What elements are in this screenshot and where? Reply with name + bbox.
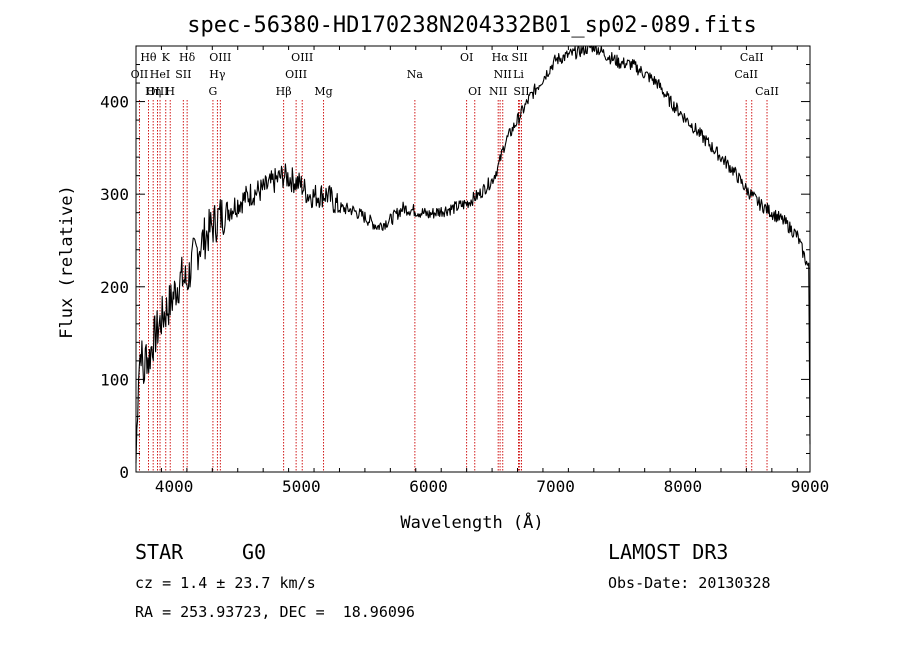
spectral-line-label: Hδ bbox=[179, 51, 196, 64]
spectral-line-label: OI bbox=[468, 85, 481, 98]
spectral-line-label: NII bbox=[489, 85, 507, 98]
y-axis-tick-label: 400 bbox=[100, 93, 129, 112]
y-axis-tick-label: 100 bbox=[100, 370, 129, 389]
spectral-line-label: SII bbox=[513, 85, 529, 98]
spectral-line-label: Hη bbox=[145, 85, 161, 98]
spectral-line-label: G bbox=[209, 85, 218, 98]
object-subclass: G0 bbox=[242, 540, 267, 564]
spectral-line-label: Hα bbox=[492, 51, 510, 64]
x-axis-tick-label: 4000 bbox=[155, 477, 194, 496]
redshift-value: cz = 1.4 ± 23.7 km/s bbox=[135, 574, 316, 592]
x-axis-tick-label: 8000 bbox=[664, 477, 703, 496]
x-axis-tick-label: 9000 bbox=[791, 477, 830, 496]
spectral-line-label: Hθ bbox=[140, 51, 157, 64]
spectrum-series bbox=[135, 45, 811, 464]
spectral-line-label: OIII bbox=[285, 68, 307, 81]
survey-name: LAMOST DR3 bbox=[608, 540, 729, 564]
x-axis-tick-label: 7000 bbox=[536, 477, 575, 496]
spectral-line-label: CaII bbox=[740, 51, 764, 64]
spectral-line-label: CaII bbox=[755, 85, 779, 98]
x-axis-tick-label: 6000 bbox=[409, 477, 448, 496]
spectral-line-label: Hγ bbox=[209, 68, 226, 81]
spectral-line-label: Mg bbox=[314, 85, 332, 98]
y-axis-tick-label: 300 bbox=[100, 185, 129, 204]
spectral-line-label: SII bbox=[175, 68, 191, 81]
plot-frame bbox=[135, 45, 811, 473]
chart-title: spec-56380-HD170238N204332B01_sp02-089.f… bbox=[187, 13, 757, 38]
spectral-line-label: OIII bbox=[291, 51, 313, 64]
spectral-line-label: Hβ bbox=[276, 85, 292, 98]
spectral-line-label: H bbox=[165, 85, 175, 98]
object-class: STAR bbox=[135, 540, 184, 564]
spectral-line-label: OIII bbox=[209, 51, 231, 64]
spectral-line-label: Na bbox=[407, 68, 424, 81]
spectral-line-label: OI bbox=[460, 51, 473, 64]
y-axis-tick-label: 0 bbox=[119, 463, 129, 482]
x-axis-tick-label: 5000 bbox=[282, 477, 321, 496]
spectral-line-label: NII bbox=[494, 68, 512, 81]
x-axis-label: Wavelength (Å) bbox=[400, 511, 543, 533]
spectral-line-label: OIII bbox=[146, 85, 168, 98]
y-axis-tick-label: 200 bbox=[100, 278, 129, 297]
spectral-line-label: OII bbox=[131, 68, 149, 81]
spectral-line-label: Li bbox=[513, 68, 524, 81]
spectrum-line bbox=[135, 45, 811, 464]
spectral-line-label: HeI bbox=[150, 68, 170, 81]
spectral-line-label: CaII bbox=[734, 68, 758, 81]
spectral-line-label: K bbox=[162, 51, 171, 64]
y-axis-label: Flux (relative) bbox=[57, 185, 77, 339]
axes: 4000 5000 6000 7000 8000 9000 0 100 200 300 400 bbox=[100, 45, 830, 496]
coordinates: RA = 253.93723, DEC = 18.96096 bbox=[135, 603, 415, 621]
observation-date: Obs-Date: 20130328 bbox=[608, 574, 771, 592]
spectral-line-label: SII bbox=[512, 51, 528, 64]
